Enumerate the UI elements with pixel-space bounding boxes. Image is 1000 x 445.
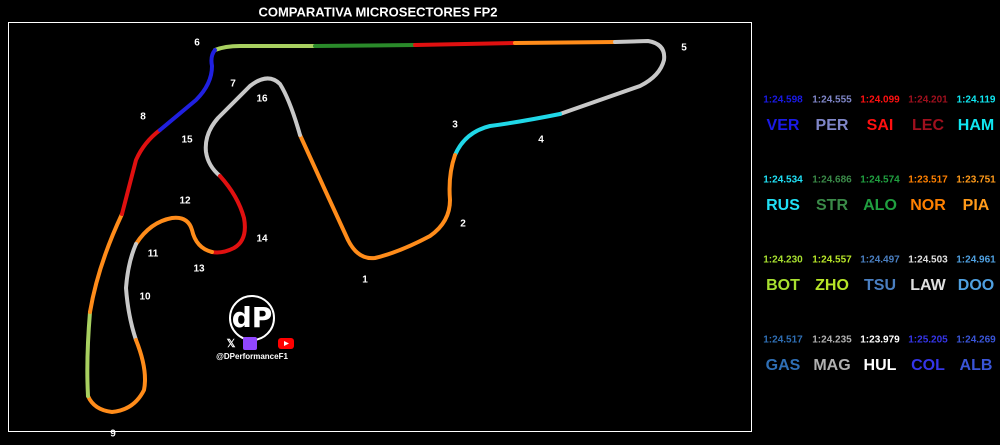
- track-segment: [134, 215, 214, 254]
- track-segment: [88, 212, 124, 314]
- title: COMPARATIVA MICROSECTORES FP2: [258, 4, 497, 19]
- driver-code: VER: [767, 117, 800, 134]
- track-segment: [120, 128, 162, 216]
- watermark: dP 𝕏 @DPerformanceF1: [216, 295, 294, 361]
- corner-label: 13: [193, 264, 205, 275]
- track-segment: [158, 48, 217, 132]
- track-segment: [124, 242, 138, 342]
- driver-time: 1:23.517: [908, 175, 948, 186]
- driver-time: 1:24.099: [860, 95, 900, 106]
- track-segment: [203, 76, 302, 178]
- driver-code: ZHO: [815, 277, 849, 294]
- driver-code: PER: [816, 117, 849, 134]
- corner-label: 4: [538, 135, 544, 146]
- x-icon: 𝕏: [227, 338, 236, 350]
- driver-code: TSU: [864, 277, 896, 294]
- track-segment: [453, 112, 562, 157]
- corner-label: 5: [681, 43, 687, 54]
- corner-label: 11: [148, 249, 159, 260]
- corner-label: 10: [139, 292, 151, 303]
- track-frame: [8, 22, 752, 432]
- driver-time: 1:23.979: [860, 335, 900, 346]
- corner-label: 8: [140, 112, 146, 123]
- driver-code: HUL: [864, 357, 897, 374]
- driver-code: LEC: [912, 117, 944, 134]
- corner-label: 1: [362, 275, 368, 286]
- driver-time: 1:24.119: [957, 95, 996, 106]
- corner-label: 7: [230, 79, 236, 90]
- handle: @DPerformanceF1: [216, 352, 288, 361]
- driver-code: ALO: [863, 197, 897, 214]
- track-segment: [298, 133, 457, 261]
- driver-code: COL: [911, 357, 945, 374]
- track-segment: [210, 174, 247, 255]
- track-segment: [313, 43, 417, 48]
- corner-label: 12: [179, 196, 191, 207]
- track-segment: [213, 44, 317, 52]
- track-segment: [558, 39, 667, 116]
- driver-code: PIA: [963, 197, 990, 214]
- track-segment: [85, 310, 92, 398]
- corner-label: 16: [256, 94, 268, 105]
- youtube-play: [284, 341, 289, 346]
- corner-label: 6: [194, 38, 200, 49]
- driver-code: DOO: [958, 277, 994, 294]
- track-segment: [413, 41, 517, 47]
- driver-time: 1:25.205: [908, 335, 948, 346]
- driver-time: 1:24.517: [763, 335, 803, 346]
- twitch-icon: [243, 337, 257, 350]
- driver-code: STR: [816, 197, 848, 214]
- driver-time: 1:24.574: [860, 175, 900, 186]
- corner-label: 3: [452, 120, 458, 131]
- driver-time: 1:24.235: [812, 335, 852, 346]
- driver-code: MAG: [813, 357, 850, 374]
- driver-code: ALB: [960, 357, 993, 374]
- driver-time: 1:24.269: [956, 335, 996, 346]
- corner-label: 14: [256, 234, 268, 245]
- logo: dP: [232, 301, 273, 334]
- driver-code: HAM: [958, 117, 994, 134]
- driver-time: 1:24.555: [812, 95, 852, 106]
- corner-label: 9: [110, 429, 116, 440]
- track: [85, 39, 667, 414]
- driver-grid: 1:24.598 VER 1:24.555 PER 1:24.099 SAI 1:24.20…: [763, 95, 996, 375]
- driver-time: 1:24.503: [908, 255, 948, 266]
- track-segment: [513, 40, 617, 45]
- driver-time: 1:24.598: [763, 95, 803, 106]
- corner-label: 15: [181, 135, 193, 146]
- driver-code: RUS: [766, 197, 800, 214]
- driver-time: 1:23.751: [956, 175, 996, 186]
- driver-time: 1:24.230: [763, 255, 803, 266]
- driver-code: SAI: [867, 117, 894, 134]
- driver-code: LAW: [910, 277, 946, 294]
- driver-time: 1:24.557: [812, 255, 852, 266]
- driver-time: 1:24.534: [763, 175, 803, 186]
- driver-code: BOT: [766, 277, 800, 294]
- corner-label: 2: [460, 219, 466, 230]
- driver-time: 1:24.961: [956, 255, 996, 266]
- driver-code: GAS: [766, 357, 801, 374]
- driver-time: 1:24.497: [860, 255, 900, 266]
- driver-time: 1:24.201: [908, 95, 948, 106]
- track-segment: [86, 338, 147, 414]
- driver-time: 1:24.686: [812, 175, 852, 186]
- driver-code: NOR: [910, 197, 946, 214]
